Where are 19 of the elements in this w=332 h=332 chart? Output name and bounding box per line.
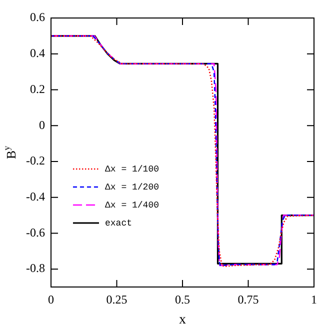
x-tick-label: 0.5	[175, 292, 190, 306]
x-tick-label: 0	[48, 292, 54, 306]
y-tick-label: 0.4	[30, 46, 45, 60]
y-tick-label: 0.2	[30, 82, 45, 96]
y-axis-title: By	[1, 145, 18, 160]
x-tick-label: 0.75	[238, 292, 259, 306]
legend-label: Δx = 1/200	[105, 182, 160, 192]
y-tick-label: -0.2	[26, 154, 45, 168]
x-axis-title: x	[179, 312, 186, 328]
legend-label: exact	[105, 218, 132, 228]
x-tick-label: 0.25	[106, 292, 128, 306]
legend-label: Δx = 1/100	[105, 164, 160, 174]
y-tick-label: 0	[39, 118, 45, 132]
y-tick-label: -0.4	[26, 189, 45, 204]
y-tick-label: 0.6	[30, 10, 45, 24]
legend-label: Δx = 1/400	[105, 200, 160, 210]
y-tick-label: -0.8	[26, 261, 45, 276]
y-tick-label: -0.6	[26, 225, 45, 240]
x-tick-label: 1	[311, 292, 317, 306]
